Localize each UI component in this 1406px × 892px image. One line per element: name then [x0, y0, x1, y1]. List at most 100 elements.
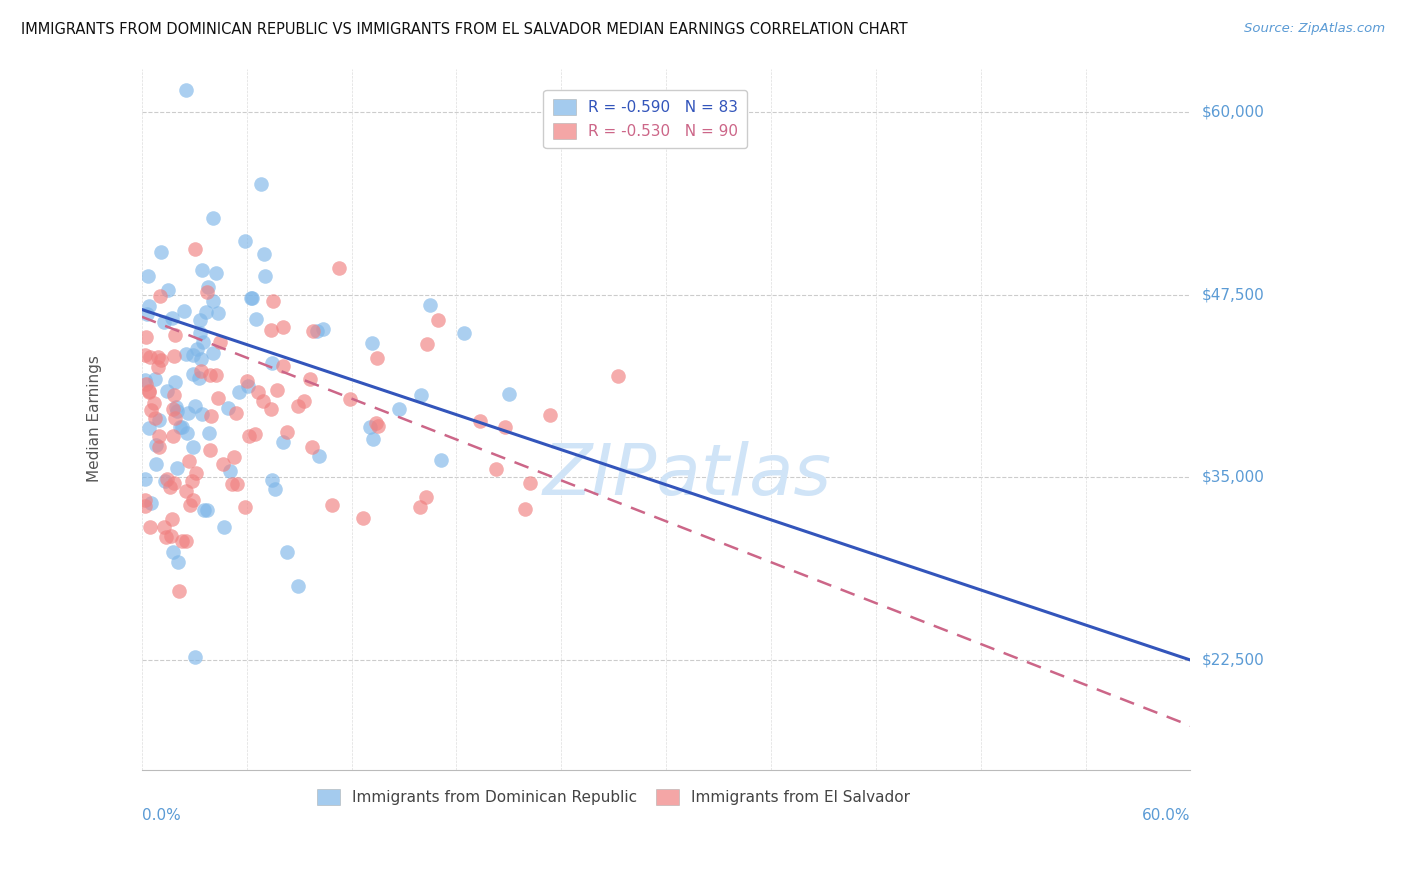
Point — [200, 368, 222, 382]
Point — [139, 496, 162, 510]
Point — [138, 268, 160, 283]
Point — [163, 475, 186, 490]
Point — [233, 500, 256, 514]
Point — [224, 450, 246, 464]
Point — [494, 419, 516, 434]
Point — [236, 378, 259, 392]
Text: $22,500: $22,500 — [1202, 653, 1264, 667]
Point — [145, 457, 167, 471]
Point — [540, 408, 562, 422]
Point — [233, 235, 256, 249]
Point — [359, 420, 381, 434]
Point — [177, 406, 200, 420]
Point — [172, 534, 194, 549]
Point — [243, 426, 266, 441]
Point — [139, 520, 162, 534]
Point — [260, 473, 283, 487]
Text: Median Earnings: Median Earnings — [87, 356, 103, 483]
Point — [312, 322, 335, 336]
Point — [228, 385, 250, 400]
Point — [135, 330, 157, 344]
Point — [183, 492, 205, 507]
Point — [163, 375, 186, 389]
Point — [211, 458, 233, 472]
Point — [156, 283, 179, 297]
Point — [388, 402, 411, 417]
Legend: Immigrants from Dominican Republic, Immigrants from El Salvador: Immigrants from Dominican Republic, Immi… — [311, 783, 917, 811]
Point — [207, 391, 229, 405]
Point — [149, 352, 172, 367]
Point — [225, 405, 247, 419]
Point — [195, 503, 218, 517]
Point — [166, 460, 188, 475]
Point — [191, 263, 214, 277]
Point — [153, 315, 176, 329]
Point — [162, 545, 184, 559]
Point — [134, 377, 156, 392]
Point — [146, 351, 169, 365]
Text: $60,000: $60,000 — [1202, 105, 1264, 120]
Point — [262, 294, 284, 309]
Point — [165, 400, 187, 414]
Point — [426, 313, 449, 327]
Point — [364, 416, 387, 430]
Point — [212, 519, 235, 533]
Point — [301, 440, 323, 454]
Point — [188, 326, 211, 340]
Point — [193, 334, 215, 349]
Point — [184, 242, 207, 256]
Point — [247, 385, 270, 400]
Point — [252, 394, 274, 409]
Text: 0.0%: 0.0% — [142, 808, 180, 823]
Text: 60.0%: 60.0% — [1142, 808, 1191, 823]
Point — [197, 425, 219, 440]
Point — [607, 368, 630, 383]
Point — [138, 420, 160, 434]
Point — [188, 371, 211, 385]
Point — [169, 420, 191, 434]
Point — [238, 429, 260, 443]
Point — [142, 396, 165, 410]
Point — [163, 328, 186, 343]
Point — [328, 261, 350, 276]
Point — [519, 475, 541, 490]
Point — [138, 384, 160, 398]
Point — [162, 402, 184, 417]
Point — [134, 493, 156, 508]
Point — [260, 401, 283, 416]
Point — [217, 401, 239, 415]
Point — [143, 411, 166, 425]
Point — [200, 443, 222, 458]
Point — [177, 454, 200, 468]
Point — [193, 503, 215, 517]
Point — [179, 498, 201, 512]
Point — [205, 368, 228, 382]
Point — [174, 83, 197, 97]
Point — [219, 464, 242, 478]
Point — [186, 342, 208, 356]
Point — [366, 351, 388, 365]
Point — [163, 349, 186, 363]
Point — [266, 383, 288, 397]
Point — [271, 435, 294, 450]
Point — [145, 438, 167, 452]
Point — [260, 356, 283, 370]
Point — [183, 440, 205, 454]
Point — [167, 583, 190, 598]
Point — [165, 411, 187, 425]
Point — [153, 474, 176, 488]
Point — [148, 359, 170, 374]
Point — [249, 177, 271, 191]
Point — [148, 412, 170, 426]
Point — [226, 477, 249, 491]
Point — [513, 501, 536, 516]
Point — [139, 350, 162, 364]
Point — [287, 399, 309, 413]
Point — [155, 530, 177, 544]
Point — [138, 385, 160, 400]
Point — [152, 520, 174, 534]
Point — [190, 364, 212, 378]
Point — [172, 420, 194, 434]
Point — [339, 392, 361, 406]
Point — [160, 528, 183, 542]
